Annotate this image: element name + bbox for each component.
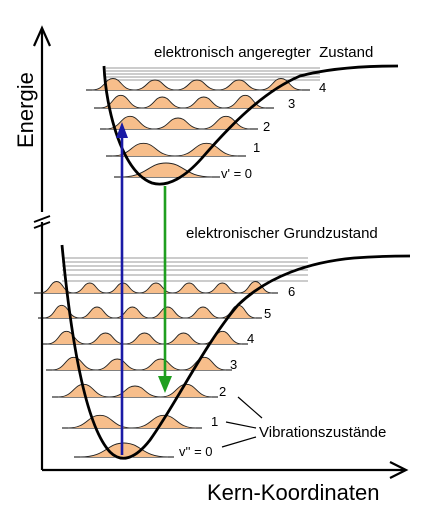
ground-continuum-lines: [62, 257, 308, 282]
excited-level-label: 2: [263, 119, 270, 134]
excited-state-title: elektronisch angeregter Zustand: [154, 44, 373, 61]
excited-level-label: 3: [288, 96, 295, 111]
excited-level-wavefunction: [111, 142, 239, 157]
x-axis-label: Kern-Koordinaten: [207, 480, 379, 505]
pointer-line: [237, 396, 263, 419]
axis-break-mark: [33, 215, 51, 223]
ground-level-label: 2: [219, 384, 226, 399]
excited-potential-curve: [102, 64, 399, 186]
ground-level-wavefunction: [39, 281, 273, 294]
absorption-arrow: [116, 122, 128, 455]
ground-level-label: 1: [211, 414, 218, 429]
ground-level-label: v'' = 0: [179, 444, 213, 459]
pointer-line: [225, 421, 257, 429]
excited-level-label: 4: [319, 80, 326, 95]
ground-level-label: 3: [230, 357, 237, 372]
pointer-line: [221, 436, 257, 448]
y-axis-label: Energie: [13, 72, 38, 148]
ground-level-label: 6: [288, 284, 295, 299]
excited-level-wavefunction: [105, 115, 251, 130]
excited-continuum-lines: [106, 67, 320, 81]
excited-level-wavefunction: [91, 78, 303, 91]
emission-arrow: [158, 186, 172, 393]
ground-level-label: 4: [247, 331, 254, 346]
vibration-states-label: Vibrationszustände: [259, 424, 386, 441]
excited-vibrational-levels: [86, 78, 310, 178]
ground-level-wavefunction: [43, 304, 257, 319]
excited-level-label: v' = 0: [221, 166, 252, 181]
ground-level-wavefunction: [57, 383, 213, 398]
axis-break-mark: [33, 221, 51, 229]
ground-level-wavefunction: [79, 442, 169, 458]
excited-level-wavefunction: [99, 94, 267, 109]
ground-level-label: 5: [264, 306, 271, 321]
excited-level-label: 1: [253, 140, 260, 155]
ground-potential-curve: [60, 244, 411, 460]
ground-state-title: elektronischer Grundzustand: [186, 225, 378, 242]
ground-level-wavefunction: [67, 414, 197, 429]
x-axis: [42, 461, 409, 479]
y-axis: [32, 25, 52, 470]
